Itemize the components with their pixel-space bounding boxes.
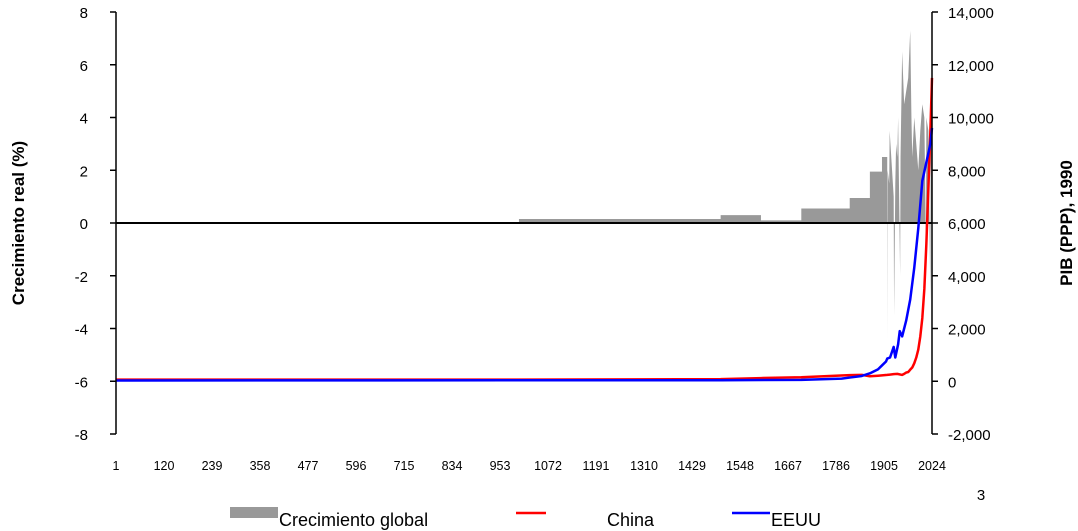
right-tick-label: 14,000 xyxy=(948,5,994,22)
left-axis-label: Crecimiento real (%) xyxy=(9,141,28,305)
right-tick-label: 10,000 xyxy=(948,111,994,128)
global-growth-area-layer xyxy=(116,30,932,342)
legend: Crecimiento global China EEUU xyxy=(230,507,821,530)
left-tick-label: -2 xyxy=(75,269,88,286)
series-china-line xyxy=(116,77,934,381)
left-tick-label: -8 xyxy=(75,427,88,444)
x-tick-label: 715 xyxy=(394,459,415,473)
left-tick-label: 4 xyxy=(80,111,88,128)
series-usa-line xyxy=(115,127,934,382)
x-tick-label: 596 xyxy=(346,459,367,473)
x-tick-label: 2024 xyxy=(918,459,946,473)
x-tick-label: 953 xyxy=(490,459,511,473)
x-tick-label: 477 xyxy=(298,459,319,473)
x-tick-label: 358 xyxy=(250,459,271,473)
left-tick-label: -6 xyxy=(75,374,88,391)
axes-layer xyxy=(110,11,938,435)
x-tick-label: 834 xyxy=(442,459,463,473)
right-tick-label: 8,000 xyxy=(948,163,986,180)
x-tick-label: 1667 xyxy=(774,459,802,473)
right-tick-label: 0 xyxy=(948,374,956,391)
right-tick-label: 4,000 xyxy=(948,269,986,286)
left-tick-label: 2 xyxy=(80,163,88,180)
right-tick-label: 2,000 xyxy=(948,322,986,339)
left-axis-tick-labels: 8 6 4 2 0 -2 -4 -6 -8 xyxy=(75,5,88,444)
legend-label-china: China xyxy=(607,510,655,530)
series-global-growth-area xyxy=(116,30,932,342)
left-tick-label: 8 xyxy=(80,5,88,22)
left-tick-label: -4 xyxy=(75,322,88,339)
right-axis-label: PIB (PPP), 1990 xyxy=(1057,160,1076,286)
x-tick-label: 1905 xyxy=(870,459,898,473)
legend-item-usa: EEUU xyxy=(732,510,821,530)
gdp-lines-layer xyxy=(115,77,934,382)
x-tick-label: 1548 xyxy=(726,459,754,473)
x-tick-label: 1786 xyxy=(822,459,850,473)
page-number: 3 xyxy=(977,487,985,504)
x-tick-label: 239 xyxy=(202,459,223,473)
x-axis-tick-labels: 1 120 239 358 477 596 715 834 953 1072 1191 1310 142… xyxy=(113,459,946,473)
x-tick-label: 1072 xyxy=(534,459,562,473)
legend-item-china: China xyxy=(516,510,655,530)
legend-item-global-growth: Crecimiento global xyxy=(230,507,428,530)
legend-label-global-growth: Crecimiento global xyxy=(279,510,428,530)
left-tick-label: 0 xyxy=(80,216,88,233)
right-tick-label: 12,000 xyxy=(948,58,994,75)
x-tick-label: 120 xyxy=(154,459,175,473)
right-axis-tick-labels: 14,000 12,000 10,000 8,000 6,000 4,000 2,000 0 -… xyxy=(948,5,994,444)
legend-label-usa: EEUU xyxy=(771,510,821,530)
x-tick-label: 1191 xyxy=(583,459,610,473)
right-tick-label: 6,000 xyxy=(948,216,986,233)
right-tick-label: -2,000 xyxy=(948,427,991,444)
left-tick-label: 6 xyxy=(80,58,88,75)
x-tick-label: 1 xyxy=(113,459,120,473)
x-tick-label: 1429 xyxy=(678,459,706,473)
legend-swatch-global-growth xyxy=(230,507,278,518)
x-tick-label: 1310 xyxy=(630,459,658,473)
